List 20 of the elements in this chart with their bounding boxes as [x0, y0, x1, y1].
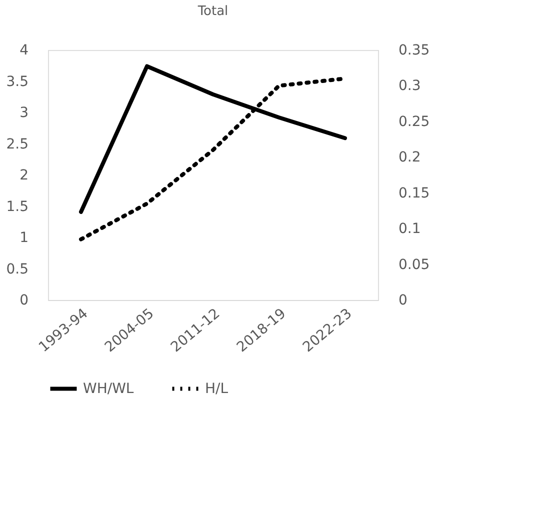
y2-tick-label: 0.35	[398, 42, 430, 58]
y-tick-label: 0.5	[6, 261, 28, 278]
y2-tick-label: 0.25	[398, 114, 430, 130]
y-tick-label: 2	[20, 168, 28, 184]
y2-tick-label: 0.3	[398, 78, 421, 94]
y2-tick-label: 0.15	[398, 185, 430, 202]
y2-tick-label: 0	[398, 292, 408, 308]
y2-tick-label: 0.1	[398, 221, 421, 238]
y2-tick-label: 0.2	[398, 150, 421, 166]
y-tick-label: 3	[20, 105, 28, 121]
y-tick-label: 4	[20, 42, 29, 58]
y2-tick-label: 0.05	[398, 256, 430, 273]
y-tick-label: 1.5	[6, 198, 28, 215]
legend-label: H/L	[205, 380, 228, 397]
y-tick-label: 2.5	[6, 136, 28, 152]
y-tick-label: 3.5	[6, 74, 28, 90]
y-tick-label: 0	[20, 292, 28, 308]
legend-label: WH/WL	[83, 380, 134, 397]
y-tick-label: 1	[20, 230, 28, 246]
chart-title: Total	[196, 4, 228, 19]
